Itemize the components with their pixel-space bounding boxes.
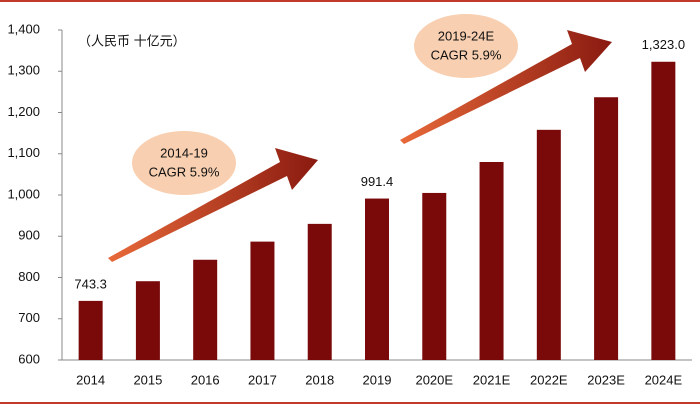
bar (536, 129, 561, 360)
y-tick-label: 900 (18, 228, 40, 243)
x-tick-label: 2018 (305, 372, 334, 387)
annotation: 2019-24E (438, 28, 495, 43)
bar (135, 281, 160, 360)
y-tick-label: 700 (18, 310, 40, 325)
annotation: CAGR 5.9% (149, 164, 220, 179)
x-tick-label: 2022E (530, 372, 568, 387)
value-label: 743.3 (74, 276, 107, 291)
y-tick-label: 1,100 (7, 145, 40, 160)
x-tick-label: 2016 (191, 372, 220, 387)
bar (594, 97, 619, 361)
annotation: 2014-19 (160, 145, 208, 160)
bar (651, 61, 676, 360)
x-tick-label: 2021E (473, 372, 511, 387)
bar (422, 192, 447, 360)
unit-label: （人民币 十亿元） (78, 33, 186, 48)
bar (193, 259, 218, 360)
bar (250, 241, 275, 360)
y-tick-label: 1,200 (7, 104, 40, 119)
x-tick-label: 2019 (363, 372, 392, 387)
x-tick-label: 2024E (645, 372, 683, 387)
y-tick-label: 600 (18, 351, 40, 366)
x-tick-label: 2020E (415, 372, 453, 387)
y-tick-label: 1,300 (7, 63, 40, 78)
annotation: CAGR 5.9% (431, 47, 502, 62)
y-tick-label: 800 (18, 269, 40, 284)
x-tick-label: 2014 (76, 372, 105, 387)
bar (365, 198, 389, 360)
annotation-bubble (132, 131, 236, 195)
bar (78, 300, 103, 360)
value-label: 991.4 (361, 174, 394, 189)
x-tick-label: 2015 (133, 372, 162, 387)
trend-arrow (108, 148, 318, 262)
y-tick-label: 1,000 (7, 186, 40, 201)
y-tick-label: 1,400 (7, 21, 40, 36)
trend-arrow (400, 30, 612, 144)
x-tick-label: 2023E (587, 372, 625, 387)
annotation-bubble (414, 14, 518, 78)
bar (307, 223, 332, 360)
x-tick-label: 2017 (248, 372, 277, 387)
value-label: 1,323.0 (642, 37, 685, 52)
bar (479, 162, 504, 360)
